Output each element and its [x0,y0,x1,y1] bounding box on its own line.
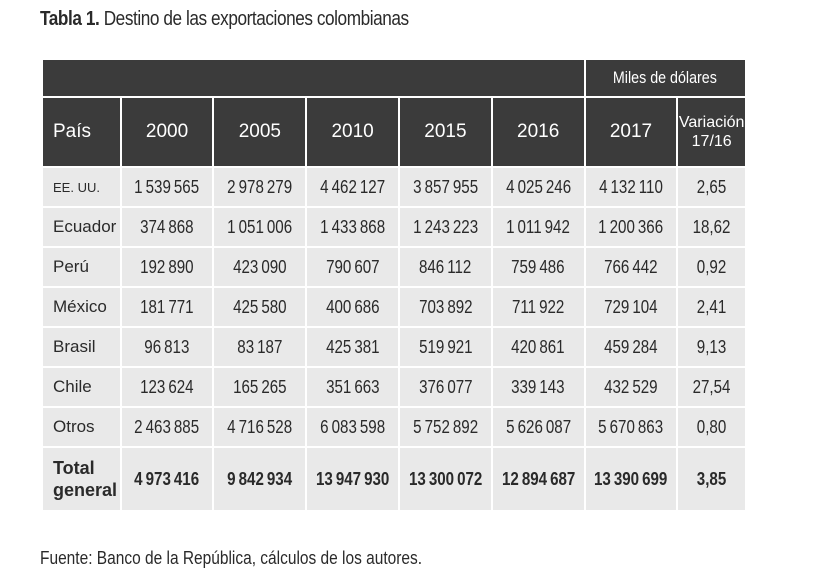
value-cell: 1 011 942 [490,206,586,248]
value-cell: 2 978 279 [212,166,308,208]
value-cell: 1 539 565 [119,166,215,208]
value-cell: 790 607 [305,246,400,288]
total-cell: 13 300 072 [398,446,493,512]
table-row: Otros 2 463 885 4 716 528 6 083 598 5 752 89… [41,406,747,448]
total-cell: 9 842 934 [212,446,308,512]
value-cell: 4 025 246 [490,166,586,208]
value-cell: 1 243 223 [398,206,493,248]
variation-cell: 0,80 [676,406,747,448]
table-row: EE. UU. 1 539 565 2 978 279 4 462 127 3 857 … [41,166,747,208]
total-cell: 13 390 699 [583,446,679,512]
value-cell: 2 463 885 [119,406,215,448]
value-cell: 1 433 868 [305,206,400,248]
table-row: Brasil 96 813 83 187 425 381 519 921 420 861 4… [41,326,747,368]
country-cell: Chile [41,366,122,408]
column-header-year: 2017 [583,96,679,168]
table-row: Ecuador 374 868 1 051 006 1 433 868 1 243 22… [41,206,747,248]
value-cell: 459 284 [583,326,679,368]
exports-table: Miles de dólares País 2000 2005 2010 201… [41,58,748,512]
value-cell: 165 265 [212,366,308,408]
value-cell: 1 200 366 [583,206,679,248]
value-cell: 5 752 892 [398,406,493,448]
country-cell: Brasil [41,326,122,368]
table-caption: Destino de las exportaciones colombianas [103,8,409,30]
value-cell: 5 670 863 [583,406,679,448]
country-cell: Ecuador [41,206,122,248]
column-header-year: 2010 [305,96,400,168]
value-cell: 711 922 [490,286,586,328]
value-cell: 4 132 110 [583,166,679,208]
variation-cell: 27,54 [676,366,747,408]
header-band: Miles de dólares [41,58,748,98]
variation-cell: 9,13 [676,326,747,368]
column-header-year: 2005 [212,96,308,168]
value-cell: 83 187 [212,326,308,368]
value-cell: 1 051 006 [212,206,308,248]
value-cell: 192 890 [119,246,215,288]
header-band-blank [41,58,586,98]
variation-cell: 2,41 [676,286,747,328]
total-variation: 3,85 [676,446,747,512]
table-row: Perú 192 890 423 090 790 607 846 112 759 486 7… [41,246,747,288]
value-cell: 376 077 [398,366,493,408]
column-header-country: País [41,96,122,168]
value-cell: 4 716 528 [212,406,308,448]
total-cell: 13 947 930 [305,446,400,512]
value-cell: 425 580 [212,286,308,328]
column-headers: País 2000 2005 2010 2015 2016 2017 Varia… [41,96,747,168]
value-cell: 374 868 [119,206,215,248]
value-cell: 181 771 [119,286,215,328]
value-cell: 5 626 087 [490,406,586,448]
column-header-year: 2015 [398,96,493,168]
source-note: Fuente: Banco de la República, cálculos … [40,548,423,568]
value-cell: 420 861 [490,326,586,368]
value-cell: 425 381 [305,326,400,368]
value-cell: 423 090 [212,246,308,288]
value-cell: 703 892 [398,286,493,328]
value-cell: 96 813 [119,326,215,368]
value-cell: 432 529 [583,366,679,408]
value-cell: 3 857 955 [398,166,493,208]
value-cell: 4 462 127 [305,166,400,208]
units-label: Miles de dólares [583,58,748,98]
total-cell: 12 894 687 [490,446,586,512]
value-cell: 759 486 [490,246,586,288]
country-cell: México [41,286,122,328]
value-cell: 519 921 [398,326,493,368]
variation-cell: 0,92 [676,246,747,288]
country-cell: Otros [41,406,122,448]
table-row: Chile 123 624 165 265 351 663 376 077 339 143… [41,366,747,408]
table-title: Tabla 1. Destino de las exportaciones co… [40,8,409,31]
column-header-year: 2000 [119,96,215,168]
total-label: Total general [41,446,122,512]
value-cell: 339 143 [490,366,586,408]
table-row: México 181 771 425 580 400 686 703 892 711 92… [41,286,747,328]
column-header-variation: Variación 17/16 [676,96,747,168]
variation-cell: 18,62 [676,206,747,248]
total-cell: 4 973 416 [119,446,215,512]
value-cell: 351 663 [305,366,400,408]
total-row: Total general 4 973 416 9 842 934 13 947… [41,446,747,512]
variation-cell: 2,65 [676,166,747,208]
value-cell: 123 624 [119,366,215,408]
value-cell: 766 442 [583,246,679,288]
column-header-year: 2016 [490,96,586,168]
country-cell: Perú [41,246,122,288]
value-cell: 846 112 [398,246,493,288]
table-number: Tabla 1. [40,8,100,30]
value-cell: 729 104 [583,286,679,328]
value-cell: 400 686 [305,286,400,328]
country-cell: EE. UU. [41,166,122,208]
value-cell: 6 083 598 [305,406,400,448]
